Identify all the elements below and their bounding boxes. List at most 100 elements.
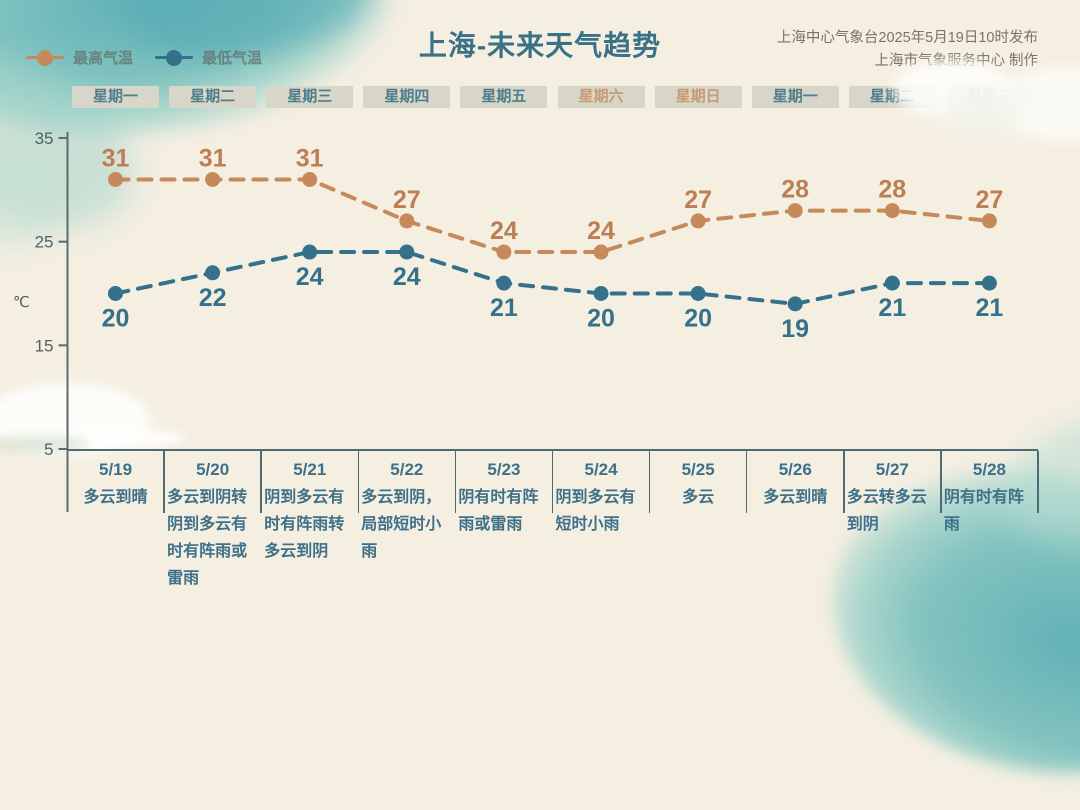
low-temp-line — [113, 250, 992, 306]
weekday-label-6: 星期日 — [654, 86, 742, 108]
low-temp-value-3: 24 — [393, 263, 421, 291]
weather-text-0: 多云到晴 — [83, 489, 148, 506]
weekday-label-4: 星期五 — [460, 86, 548, 108]
date-label-4: 5/23 — [487, 460, 521, 479]
high-temp-value-9: 27 — [975, 186, 1003, 214]
high-temp-value-2: 31 — [296, 144, 324, 172]
weekday-label-2: 星期三 — [266, 86, 354, 108]
date-label-6: 5/25 — [681, 460, 715, 479]
weekday-label-0: 星期一 — [72, 86, 160, 108]
low-temp-point-3 — [399, 244, 415, 260]
column-divider — [745, 451, 748, 513]
daily-forecast-table: 5/19 多云到晴 5/20 多云到阴转阴到多云有时有阵雨或雷雨 5/21 阴到多云有时有… — [67, 449, 1039, 601]
high-temp-value-7: 28 — [781, 176, 809, 204]
date-label-3: 5/22 — [390, 460, 424, 479]
y-tick-label: 25 — [35, 233, 54, 252]
high-temp-value-6: 27 — [684, 186, 712, 214]
day-column-5: 5/24 阴到多云有短时小雨 — [551, 451, 649, 601]
weekday-label-9: 星期三 — [945, 86, 1033, 108]
column-divider — [454, 451, 457, 513]
low-temp-value-2: 24 — [296, 263, 324, 291]
date-label-2: 5/21 — [293, 460, 327, 479]
weather-text-7: 多云到晴 — [763, 489, 828, 506]
high-temp-point-8 — [884, 203, 900, 219]
low-temp-value-6: 20 — [684, 305, 712, 333]
date-label-8: 5/27 — [875, 460, 909, 479]
date-label-1: 5/20 — [196, 460, 230, 479]
column-divider — [648, 451, 651, 513]
day-column-0: 5/19 多云到晴 — [67, 451, 164, 601]
day-column-4: 5/23 阴有时有阵雨或雷雨 — [454, 451, 552, 601]
low-temp-point-7 — [787, 296, 803, 312]
high-temp-point-9 — [981, 213, 997, 229]
high-temp-point-6 — [690, 213, 706, 229]
day-column-1: 5/20 多云到阴转阴到多云有时有阵雨或雷雨 — [163, 451, 261, 601]
high-temp-point-4 — [496, 244, 512, 260]
weather-text-1: 多云到阴转阴到多云有时有阵雨或雷雨 — [167, 489, 248, 587]
high-temp-line — [113, 177, 992, 254]
low-temp-point-1 — [205, 265, 221, 281]
day-column-6: 5/25 多云 — [648, 451, 747, 601]
y-axis-unit: ℃ — [13, 294, 30, 311]
column-divider — [260, 451, 262, 513]
high-temp-value-1: 31 — [199, 144, 227, 172]
high-temp-point-2 — [302, 171, 318, 187]
weekday-label-7: 星期一 — [751, 86, 839, 108]
weekday-label-3: 星期四 — [363, 86, 451, 108]
high-temp-value-8: 28 — [878, 176, 906, 204]
column-divider — [163, 451, 165, 513]
low-temp-value-5: 20 — [587, 305, 615, 333]
low-temp-value-8: 21 — [878, 294, 906, 322]
weekday-header-row: 星期一 星期二 星期三 星期四 星期五 星期六 星期日 星期一 星期二 星期三 — [67, 86, 1038, 108]
weather-text-8: 多云转多云到阴 — [846, 489, 927, 533]
weather-text-9: 阴有时有阵雨 — [943, 489, 1024, 533]
column-divider — [843, 451, 845, 513]
day-column-8: 5/27 多云转多云到阴 — [843, 451, 941, 601]
high-temp-point-1 — [205, 171, 221, 187]
y-tick-label: 15 — [35, 336, 54, 355]
weather-text-5: 阴到多云有短时小雨 — [555, 489, 636, 533]
weather-text-4: 阴有时有阵雨或雷雨 — [458, 489, 539, 533]
publisher-line-2: 上海市气象服务中心 制作 — [874, 53, 1038, 69]
low-temp-value-1: 22 — [199, 284, 227, 312]
low-temp-value-0: 20 — [102, 305, 130, 333]
weekday-label-5: 星期六 — [557, 86, 645, 108]
low-temp-value-9: 21 — [975, 294, 1003, 322]
day-column-9: 5/28 阴有时有阵雨 — [940, 451, 1039, 601]
high-temp-value-5: 24 — [587, 217, 615, 245]
low-temp-point-8 — [884, 275, 900, 291]
weather-text-2: 阴到多云有时有阵雨转多云到阴 — [264, 489, 345, 560]
low-temp-point-9 — [981, 275, 997, 291]
day-column-2: 5/21 阴到多云有时有阵雨转多云到阴 — [260, 451, 358, 601]
low-temp-value-7: 19 — [781, 315, 809, 343]
high-temp-point-7 — [787, 203, 803, 219]
date-label-0: 5/19 — [99, 460, 133, 479]
weather-text-6: 多云 — [682, 489, 715, 506]
y-tick-label: 35 — [35, 129, 54, 148]
page-title: 上海-未来天气趋势 — [418, 30, 662, 61]
date-label-5: 5/24 — [584, 460, 618, 479]
day-column-7: 5/26 多云到晴 — [745, 451, 844, 601]
low-temp-point-6 — [690, 286, 706, 301]
high-temp-value-4: 24 — [490, 217, 518, 245]
publisher-info: 上海中心气象台2025年5月19日10时发布 上海市气象服务中心 制作 — [777, 27, 1038, 73]
column-divider — [357, 451, 360, 513]
y-tick-label: 5 — [44, 440, 53, 459]
date-label-9: 5/28 — [972, 460, 1006, 479]
weather-text-3: 多云到阴，局部短时小雨 — [361, 489, 442, 560]
high-temp-value-0: 31 — [102, 144, 130, 172]
high-temp-point-0 — [108, 171, 123, 187]
high-temp-value-3: 27 — [393, 186, 421, 214]
column-divider — [551, 451, 554, 513]
column-divider — [940, 451, 942, 513]
weekday-label-8: 星期二 — [848, 86, 936, 108]
date-label-7: 5/26 — [778, 460, 812, 479]
table-right-edge — [1037, 451, 1039, 513]
high-temp-point-5 — [593, 244, 609, 260]
low-temp-point-5 — [593, 286, 609, 301]
low-temp-point-0 — [108, 286, 123, 301]
low-temp-value-4: 21 — [490, 294, 518, 322]
low-temp-point-4 — [496, 275, 512, 291]
publisher-line-1: 上海中心气象台2025年5月19日10时发布 — [776, 30, 1038, 46]
